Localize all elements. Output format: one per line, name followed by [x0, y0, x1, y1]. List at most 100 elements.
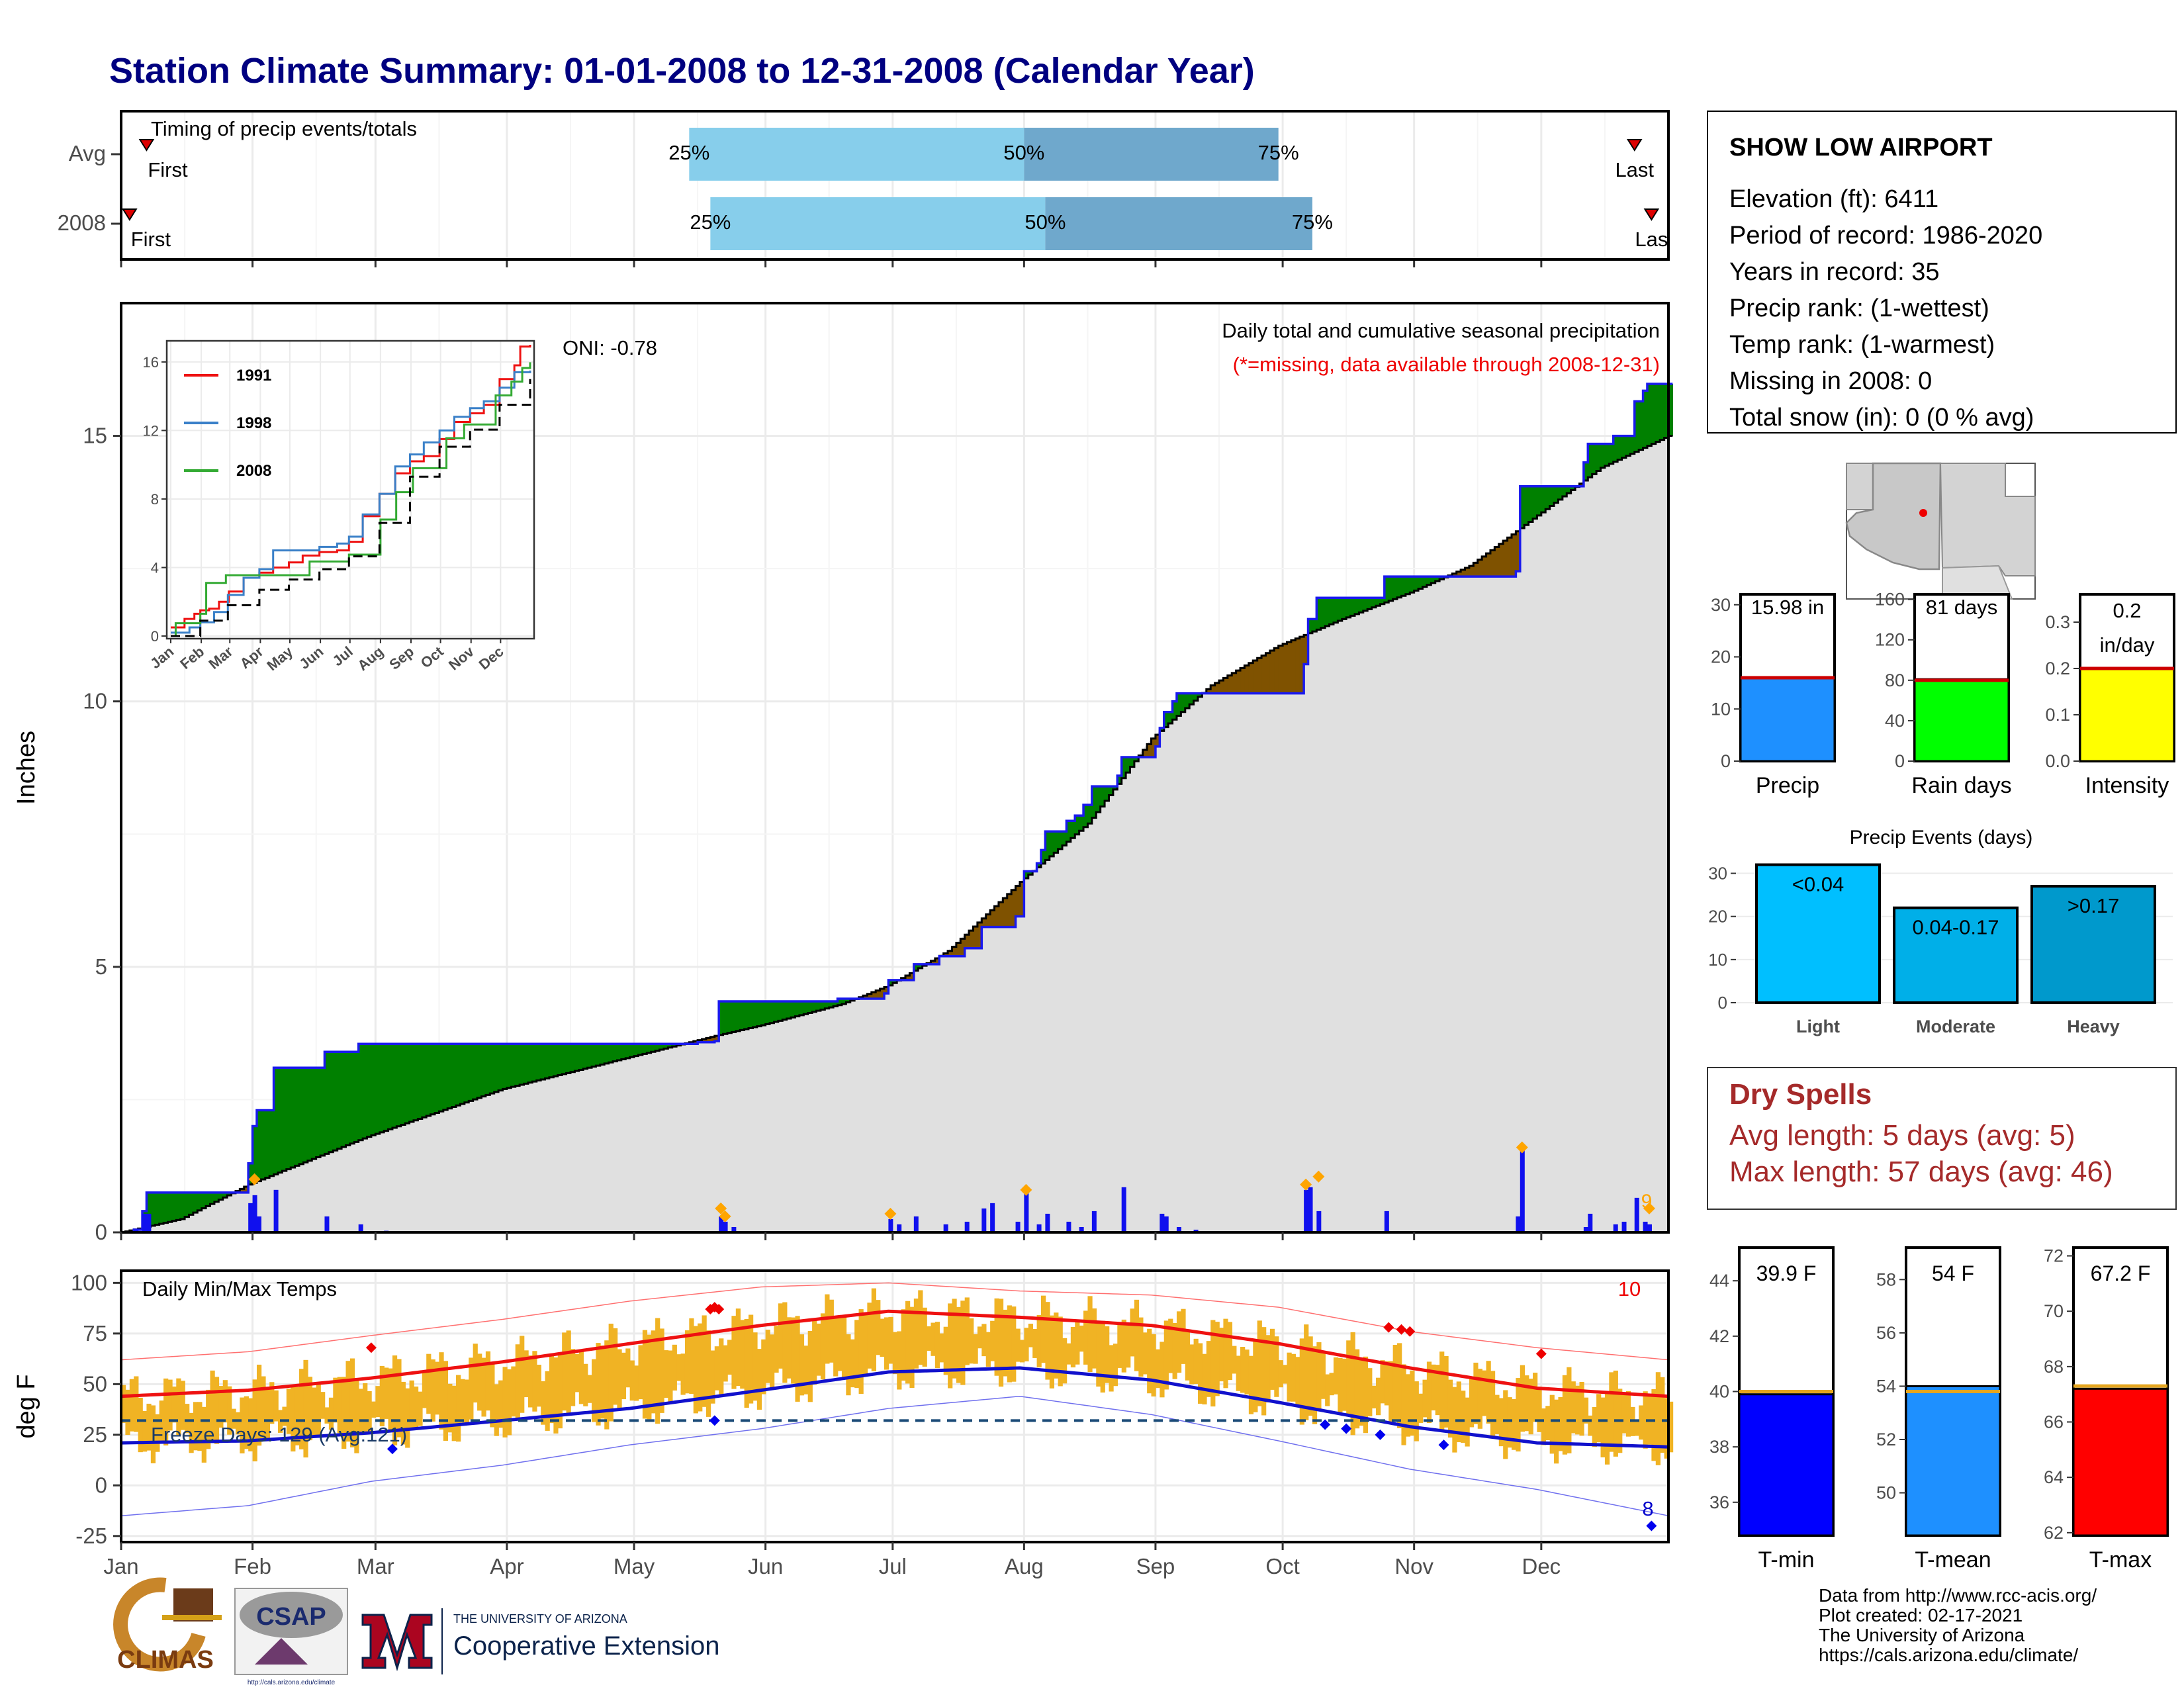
daily-temp-bar — [545, 1371, 550, 1431]
surplus-strip — [592, 1044, 596, 1066]
daily-temp-bar — [481, 1358, 486, 1417]
summary-tick-label: 20 — [1711, 647, 1731, 667]
summary-tick-label: 80 — [1885, 670, 1905, 690]
avg-quartile-50-75-bar — [1024, 128, 1278, 181]
surplus-strip — [1338, 598, 1342, 621]
surplus-strip — [435, 1044, 439, 1113]
surplus-strip — [740, 1001, 745, 1030]
surplus-strip — [431, 1044, 435, 1115]
daily-temp-bar — [1605, 1393, 1610, 1465]
month-label: Jun — [748, 1554, 783, 1578]
summary-bar — [2080, 668, 2174, 761]
daily-temp-bar — [1533, 1373, 1537, 1422]
surplus-strip — [1401, 576, 1406, 596]
surplus-strip — [172, 1193, 177, 1221]
deficit-strip — [1270, 651, 1275, 694]
surplus-strip — [625, 1044, 630, 1058]
surplus-strip — [604, 1044, 609, 1064]
surplus-strip — [312, 1068, 316, 1159]
surplus-strip — [545, 1044, 550, 1078]
precip-legend-note: (*=missing, data available through 2008-… — [1233, 353, 1660, 376]
daily-temp-bar — [1330, 1373, 1334, 1395]
daily-temp-bar — [1062, 1338, 1067, 1384]
surplus-strip — [617, 1044, 621, 1060]
daily-temp-bar — [812, 1320, 817, 1385]
daily-temp-bar — [736, 1308, 741, 1386]
daily-precip-bar — [965, 1222, 970, 1232]
daily-temp-bar — [931, 1323, 935, 1356]
daily-temp-bar — [570, 1349, 575, 1406]
temp-summary-tick-label: 44 — [1709, 1271, 1729, 1291]
surplus-strip — [320, 1068, 325, 1156]
daily-temp-bar — [502, 1367, 507, 1438]
deficit-strip — [1279, 645, 1283, 693]
surplus-strip — [791, 1001, 796, 1017]
daily-temp-bar — [1071, 1327, 1075, 1367]
surplus-strip — [163, 1193, 168, 1223]
daily-precip-bar — [1092, 1211, 1097, 1232]
surplus-strip — [1388, 576, 1393, 601]
daily-temp-bar — [511, 1367, 516, 1417]
daily-temp-bar — [706, 1330, 711, 1417]
daily-temp-bar — [1244, 1349, 1249, 1394]
temp-summary-value-label: 39.9 F — [1756, 1261, 1817, 1285]
surplus-strip — [1647, 384, 1652, 446]
daily-temp-bar — [418, 1392, 422, 1426]
deficit-strip — [1240, 668, 1245, 693]
surplus-strip — [371, 1044, 376, 1135]
year-last-label: Las — [1635, 228, 1668, 251]
month-label: Dec — [1522, 1554, 1561, 1578]
daily-temp-bar — [1113, 1344, 1118, 1386]
daily-precip-bar — [1045, 1214, 1050, 1232]
footer-line-plot-created: Plot created: 02-17-2021 — [1819, 1605, 2023, 1625]
inset-y-tick-label: 16 — [143, 354, 159, 371]
month-label: Feb — [234, 1554, 271, 1578]
deficit-strip — [1257, 658, 1262, 693]
deficit-strip — [1287, 642, 1292, 694]
surplus-strip — [465, 1044, 469, 1103]
deficit-strip — [1283, 644, 1287, 694]
surplus-strip — [181, 1193, 185, 1219]
surplus-strip — [1601, 444, 1606, 468]
daily-temp-bar — [1173, 1323, 1177, 1379]
daily-precip-bar — [1516, 1216, 1520, 1232]
daily-temp-bar — [1083, 1310, 1088, 1364]
daily-temp-bar — [1130, 1308, 1135, 1356]
surplus-strip — [396, 1044, 401, 1126]
daily-temp-bar — [579, 1350, 584, 1404]
surplus-strip — [583, 1044, 588, 1069]
surplus-strip — [1330, 598, 1334, 624]
daily-temp-bar — [1185, 1331, 1190, 1381]
daily-precip-bar — [1066, 1222, 1071, 1232]
surplus-strip — [1342, 598, 1347, 619]
summary-tick-label: 0 — [1895, 751, 1905, 771]
daily-temp-bar — [1376, 1378, 1381, 1416]
deficit-strip — [1274, 648, 1279, 693]
daily-temp-bar — [567, 1330, 571, 1414]
surplus-strip — [787, 1001, 792, 1019]
surplus-strip — [167, 1193, 172, 1222]
surplus-strip — [1626, 436, 1631, 456]
deficit-strip — [1295, 639, 1300, 694]
dry-spells-title: Dry Spells — [1729, 1078, 1872, 1111]
oni-value: ONI: -0.78 — [563, 336, 657, 359]
daily-temp-bar — [1639, 1405, 1643, 1440]
daily-temp-bar — [465, 1379, 469, 1423]
month-label: Mar — [357, 1554, 394, 1578]
station-line-snow: Total snow (in): 0 (0 % avg) — [1729, 404, 2034, 432]
daily-temp-bar — [1215, 1322, 1220, 1396]
precip-event-bar-label: <0.04 — [1792, 873, 1844, 896]
surplus-strip — [752, 1001, 757, 1027]
daily-temp-bar — [676, 1354, 681, 1381]
surplus-strip — [418, 1044, 422, 1119]
inset-y-tick-label: 8 — [151, 491, 159, 508]
daily-temp-bar — [422, 1372, 427, 1408]
summary-category-label: Intensity — [2085, 773, 2169, 798]
daily-temp-bar — [974, 1334, 978, 1364]
temp-summary-tick-label: 62 — [2044, 1523, 2064, 1543]
surplus-strip — [574, 1044, 579, 1071]
surplus-strip — [1325, 598, 1330, 626]
daily-temp-bar — [842, 1317, 846, 1379]
